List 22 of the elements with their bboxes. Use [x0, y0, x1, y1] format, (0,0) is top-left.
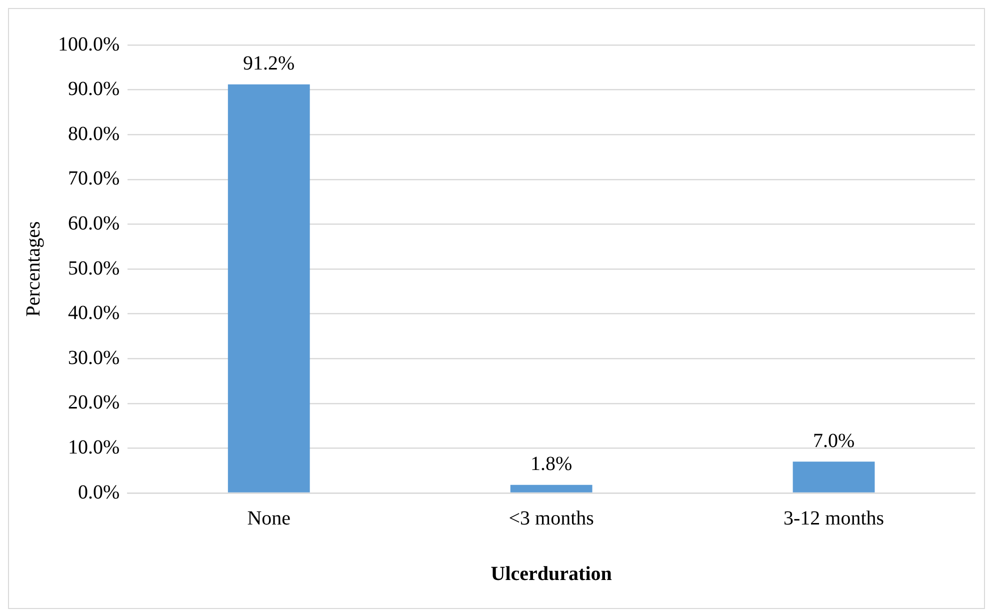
y-tick-label: 40.0%: [68, 302, 120, 324]
y-tick-label: 50.0%: [68, 257, 120, 280]
y-tick-label: 10.0%: [68, 436, 120, 458]
data-label: 91.2%: [243, 52, 295, 75]
x-tick-label: 3-12 months: [783, 507, 884, 530]
bar: [510, 484, 592, 492]
y-tick-label: 0.0%: [78, 481, 120, 504]
x-axis-title: Ulcerduration: [490, 563, 612, 586]
x-tick-label: <3 months: [508, 507, 594, 530]
y-tick-label: 90.0%: [68, 78, 120, 100]
y-tick-label: 70.0%: [68, 168, 120, 190]
x-tick-label: None: [247, 507, 291, 530]
y-tick-label: 80.0%: [68, 122, 120, 145]
bar: [792, 462, 875, 492]
y-tick-label: 100.0%: [58, 33, 120, 56]
data-label: 7.0%: [812, 430, 855, 452]
data-label: 1.8%: [530, 453, 572, 476]
y-tick-label: 60.0%: [68, 212, 120, 234]
y-tick-label: 20.0%: [68, 392, 120, 414]
y-tick-label: 30.0%: [68, 346, 120, 369]
y-axis-title: Percentages: [22, 221, 44, 317]
bar: [228, 84, 310, 492]
